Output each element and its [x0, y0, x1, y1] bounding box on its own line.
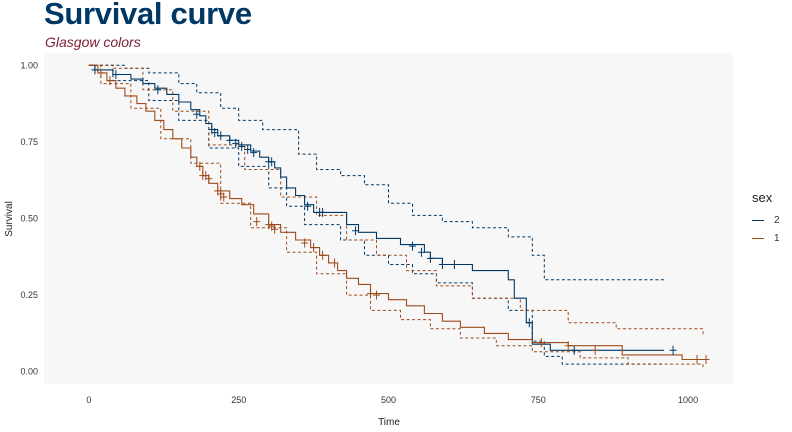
x-tick-label: 500	[381, 395, 396, 405]
censor-mark-2	[304, 201, 312, 211]
legend: sex 2 1	[752, 190, 780, 247]
survival-curve-2	[88, 64, 665, 351]
censor-mark-1	[331, 258, 339, 268]
censor-mark-2	[408, 241, 416, 251]
censor-mark-1	[301, 238, 309, 248]
chart-subtitle: Glasgow colors	[45, 34, 141, 50]
legend-label: 2	[774, 214, 780, 226]
legend-item-1: 1	[752, 229, 780, 247]
censor-mark-2	[426, 253, 434, 263]
censor-mark-1	[205, 174, 213, 184]
legend-title: sex	[752, 190, 773, 205]
censor-mark-2	[450, 259, 458, 269]
y-tick-label: 1.00	[20, 60, 38, 70]
censor-mark-2	[669, 345, 677, 355]
plot-panel	[44, 53, 733, 384]
legend-item-2: 2	[752, 211, 780, 229]
censor-mark-2	[268, 157, 276, 167]
x-tick-label: 750	[531, 395, 546, 405]
legend-key-line	[752, 219, 764, 221]
censor-mark-2	[319, 207, 327, 217]
censor-mark-2	[244, 145, 252, 155]
censor-mark-2	[438, 259, 446, 269]
censor-mark-1	[591, 345, 599, 355]
censor-mark-1	[271, 224, 279, 234]
y-tick-label: 0.00	[20, 367, 38, 377]
y-tick-label: 0.50	[20, 214, 38, 224]
censor-mark-1	[367, 289, 375, 299]
censor-mark-2	[211, 128, 219, 138]
censor-mark-1	[310, 243, 318, 253]
censor-mark-2	[238, 141, 246, 151]
censor-mark-1	[253, 217, 261, 227]
censor-mark-1	[220, 192, 228, 202]
censor-mark-1	[693, 354, 701, 364]
confidence-upper-1	[88, 64, 704, 335]
censor-mark-2	[250, 148, 258, 158]
censor-mark-2	[217, 131, 225, 141]
censor-mark-1	[106, 76, 114, 86]
confidence-lower-1	[88, 64, 704, 368]
censor-mark-1	[537, 338, 545, 348]
censor-mark-2	[525, 318, 533, 328]
y-axis-title: Survival	[4, 201, 15, 237]
censor-mark-2	[232, 138, 240, 148]
censor-mark-1	[702, 354, 710, 364]
censor-mark-1	[373, 290, 381, 300]
y-tick-label: 0.75	[20, 137, 38, 147]
censor-mark-2	[226, 135, 234, 145]
censor-mark-2	[417, 247, 425, 257]
censor-mark-1	[265, 220, 273, 230]
survival-curve-1	[88, 64, 703, 361]
confidence-upper-2	[88, 64, 665, 281]
censor-mark-1	[196, 161, 204, 171]
censor-mark-2	[91, 65, 99, 75]
x-tick-label: 0	[86, 395, 91, 405]
x-axis-title: Time	[378, 417, 400, 428]
x-tick-label: 250	[231, 395, 246, 405]
censor-mark-2	[352, 226, 360, 236]
censor-mark-2	[570, 345, 578, 355]
chart-title: Survival curve	[44, 0, 252, 31]
censor-mark-2	[112, 69, 120, 79]
legend-key-line	[752, 237, 764, 239]
censor-mark-1	[319, 250, 327, 260]
x-tick-label: 1000	[678, 395, 698, 405]
censor-mark-2	[193, 109, 201, 119]
censor-mark-1	[97, 68, 105, 78]
censor-mark-2	[154, 85, 162, 95]
legend-label: 1	[774, 232, 780, 244]
y-tick-label: 0.25	[20, 290, 38, 300]
censor-mark-1	[564, 341, 572, 351]
